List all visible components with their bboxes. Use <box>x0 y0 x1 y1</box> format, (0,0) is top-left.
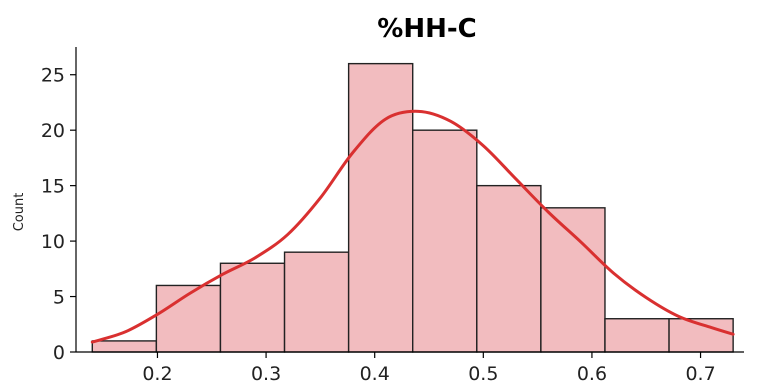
y-tick-label: 5 <box>53 287 65 309</box>
x-tick-label: 0.4 <box>360 363 390 385</box>
y-tick-label: 20 <box>41 120 65 142</box>
histogram-bar-1 <box>92 341 156 352</box>
y-axis-label: Count <box>12 193 27 232</box>
x-tick-label: 0.7 <box>685 363 715 385</box>
y-tick-label: 0 <box>53 342 65 364</box>
x-tick-label: 0.6 <box>577 363 607 385</box>
histogram-bar-8 <box>541 208 605 352</box>
chart-title: %HH-C <box>377 14 476 44</box>
x-tick-label: 0.2 <box>142 363 172 385</box>
y-tick-label: 25 <box>41 65 65 87</box>
x-tick-label: 0.5 <box>468 363 498 385</box>
histogram-bar-6 <box>413 130 477 352</box>
y-tick-label: 15 <box>41 176 65 198</box>
histogram-bar-3 <box>220 263 284 352</box>
y-ticks-group: 0 5 10 15 20 25 <box>41 65 76 364</box>
x-tick-label: 0.3 <box>251 363 281 385</box>
histogram-bar-4 <box>285 252 349 352</box>
histogram-bar-5 <box>349 64 413 352</box>
y-tick-label: 10 <box>41 231 65 253</box>
x-ticks-group: 0.2 0.3 0.4 0.5 0.6 0.7 <box>142 352 715 385</box>
histogram-bar-9 <box>605 319 669 352</box>
bars-group <box>92 64 733 352</box>
histogram-bar-7 <box>477 186 541 352</box>
